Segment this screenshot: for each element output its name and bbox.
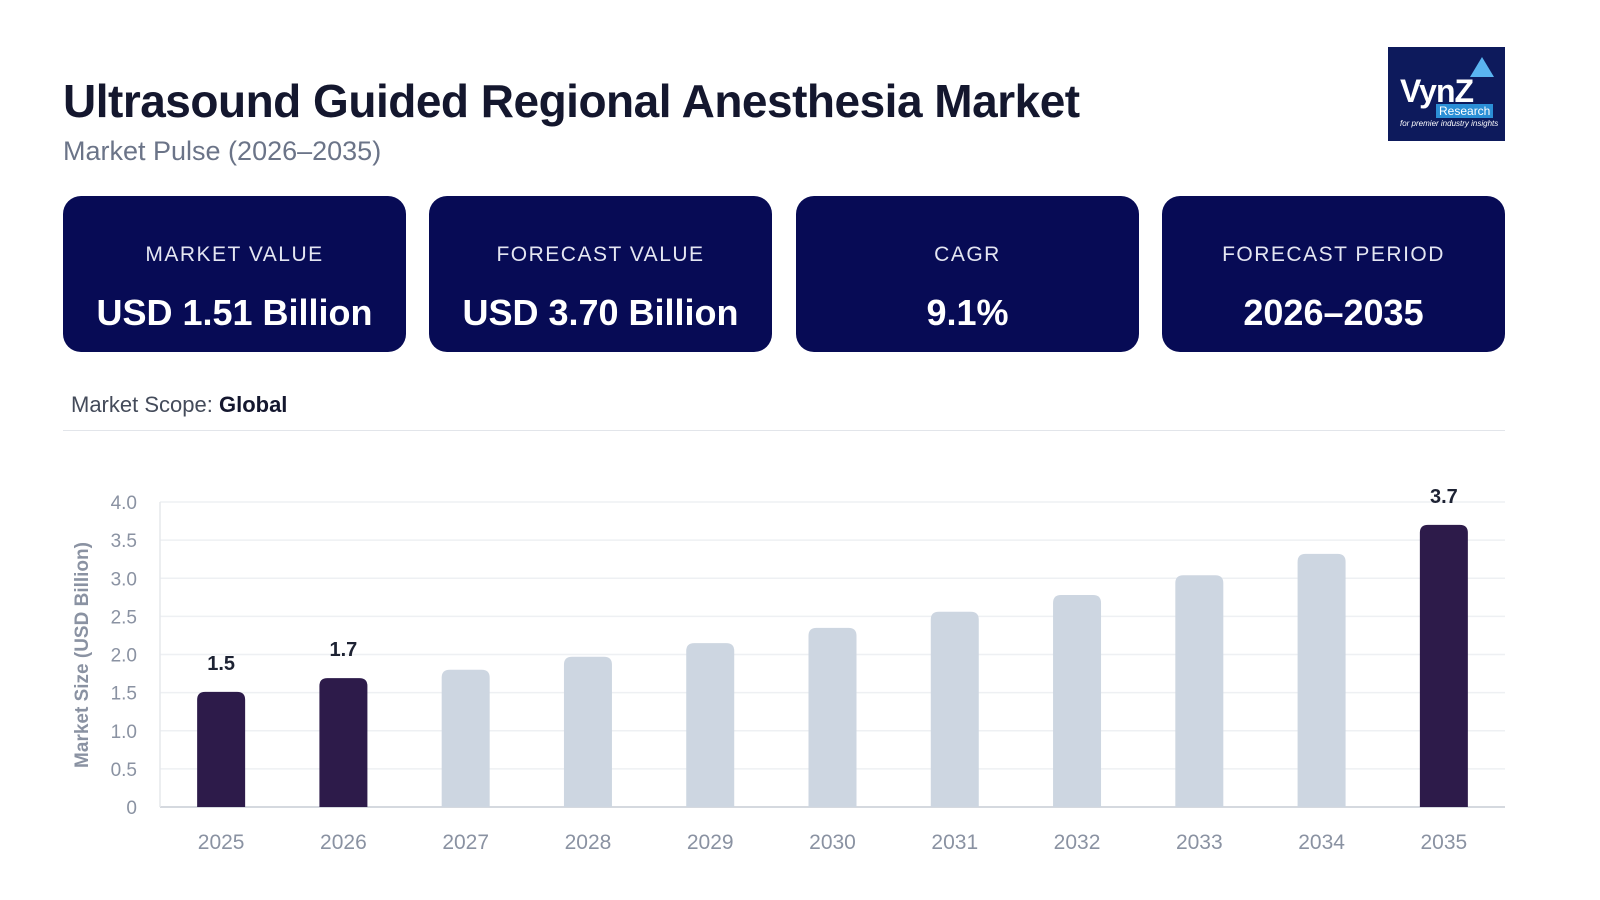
y-tick-label: 4.0 bbox=[111, 493, 137, 514]
vynz-logo: VynZ Research for premier industry insig… bbox=[1388, 47, 1505, 141]
y-tick-label: 0 bbox=[126, 798, 137, 819]
x-tick-label: 2033 bbox=[1176, 831, 1223, 854]
divider bbox=[63, 430, 1505, 431]
card-value: USD 3.70 Billion bbox=[462, 292, 739, 333]
card-label: FORECAST VALUE bbox=[496, 243, 705, 266]
y-axis-label: Market Size (USD Billion) bbox=[72, 542, 93, 768]
x-tick-label: 2034 bbox=[1298, 831, 1345, 854]
y-tick-label: 3.5 bbox=[111, 531, 137, 552]
bar-2027 bbox=[441, 669, 490, 807]
y-tick-label: 3.0 bbox=[111, 569, 137, 590]
x-tick-label: 2031 bbox=[931, 831, 978, 854]
logo-tagline: for premier industry insights bbox=[1400, 119, 1499, 128]
data-label: 3.7 bbox=[1430, 486, 1458, 508]
card-value: USD 1.51 Billion bbox=[96, 292, 373, 333]
bar-2025 bbox=[197, 691, 246, 807]
data-label: 1.7 bbox=[330, 639, 358, 661]
y-tick-label: 1.5 bbox=[111, 684, 137, 705]
arrow-icon bbox=[1470, 57, 1494, 77]
y-tick-label: 1.0 bbox=[111, 722, 137, 743]
x-tick-label: 2027 bbox=[442, 831, 489, 854]
x-tick-label: 2030 bbox=[809, 831, 856, 854]
card-cagr: CAGR 9.1% bbox=[796, 196, 1139, 352]
market-scope: Market Scope: Global bbox=[71, 392, 287, 418]
scope-value: Global bbox=[218, 392, 288, 417]
data-label: 1.5 bbox=[207, 653, 235, 675]
bar-2030 bbox=[808, 627, 857, 807]
bar-2028 bbox=[563, 656, 612, 807]
y-tick-label: 2.5 bbox=[111, 607, 137, 628]
bar-2034 bbox=[1297, 553, 1346, 807]
page-title: Ultrasound Guided Regional Anesthesia Ma… bbox=[63, 75, 1080, 127]
bar-2029 bbox=[686, 643, 735, 807]
logo-sub: Research bbox=[1436, 104, 1494, 118]
card-label: MARKET VALUE bbox=[145, 243, 324, 266]
card-value: 9.1% bbox=[926, 292, 1009, 333]
card-forecast-period: FORECAST PERIOD 2026–2035 bbox=[1162, 196, 1505, 352]
card-value: 2026–2035 bbox=[1243, 292, 1424, 333]
scope-label: Market Scope: bbox=[71, 392, 213, 417]
logo-text: VynZ bbox=[1400, 73, 1474, 109]
card-label: FORECAST PERIOD bbox=[1222, 243, 1445, 266]
x-tick-label: 2032 bbox=[1054, 831, 1101, 854]
x-tick-label: 2025 bbox=[198, 831, 245, 854]
x-tick-label: 2029 bbox=[687, 831, 734, 854]
y-tick-label: 2.0 bbox=[111, 646, 137, 667]
card-label: CAGR bbox=[934, 243, 1001, 266]
bar-2035 bbox=[1419, 524, 1468, 807]
x-tick-label: 2026 bbox=[320, 831, 367, 854]
bar-2031 bbox=[930, 611, 979, 807]
page-subtitle: Market Pulse (2026–2035) bbox=[63, 136, 382, 166]
bar-2032 bbox=[1053, 595, 1102, 807]
x-tick-label: 2028 bbox=[565, 831, 612, 854]
bar-2033 bbox=[1175, 575, 1224, 807]
card-forecast-value: FORECAST VALUE USD 3.70 Billion bbox=[429, 196, 772, 352]
bar-2026 bbox=[319, 678, 368, 807]
card-market-value: MARKET VALUE USD 1.51 Billion bbox=[63, 196, 406, 352]
y-tick-label: 0.5 bbox=[111, 760, 137, 781]
x-tick-label: 2035 bbox=[1421, 831, 1468, 854]
